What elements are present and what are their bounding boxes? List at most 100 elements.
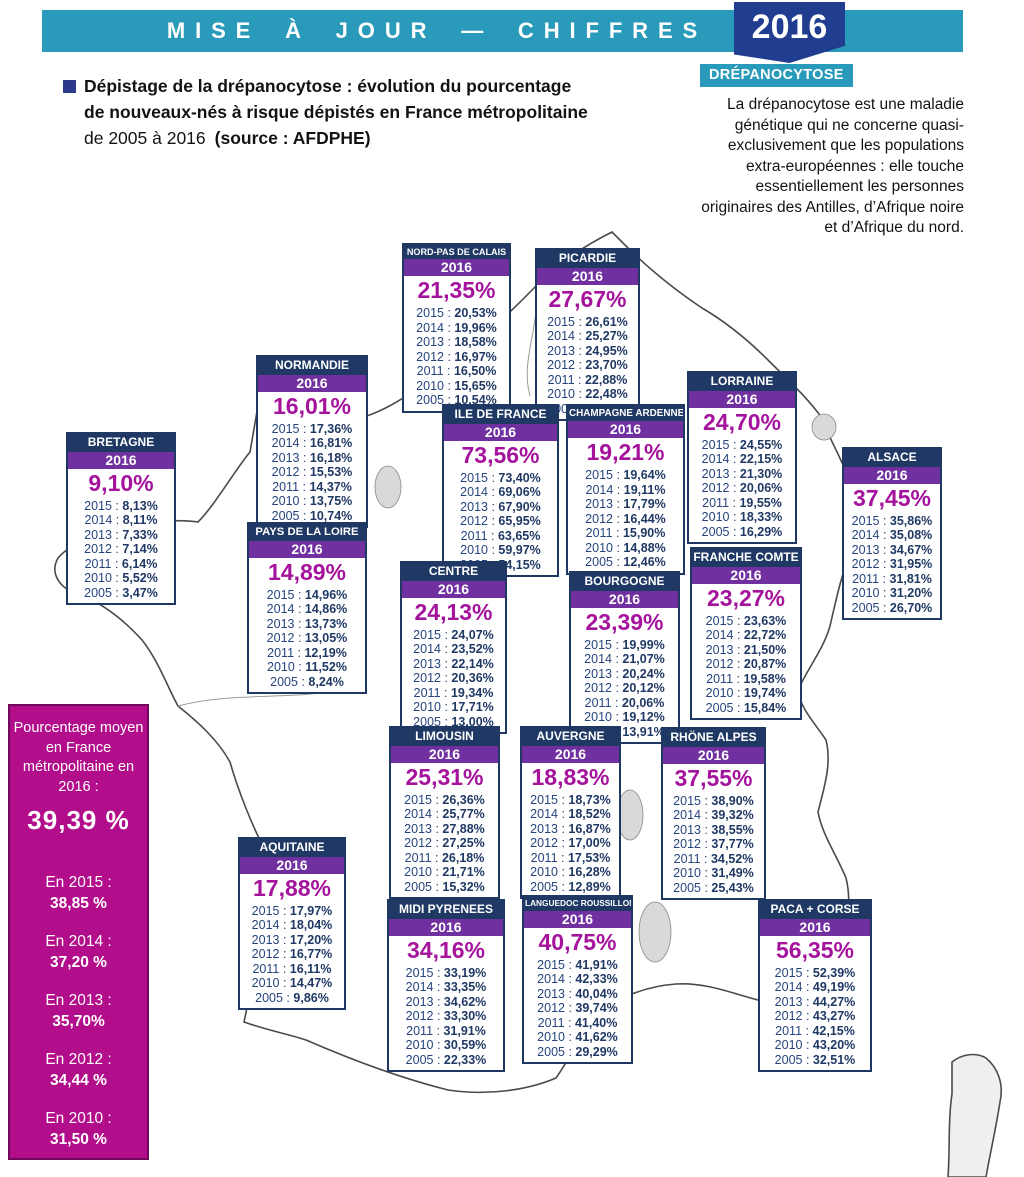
region-history-row: 2015 : 26,61% [547, 314, 628, 329]
region-current-value: 21,35% [417, 277, 496, 304]
region-history-row: 2011 : 12,19% [267, 645, 347, 660]
region-current-value: 37,45% [852, 484, 931, 511]
region-history-row: 2013 : 20,24% [584, 666, 665, 681]
region-history-row: 2005 : 3,47% [84, 585, 158, 600]
title-period: de 2005 à 2016 [84, 128, 206, 148]
region-name: AQUITAINE [240, 839, 344, 857]
average-history: En 2015 :38,85 % En 2014 :37,20 % En 2013 … [10, 872, 147, 1150]
region-current-value: 23,39% [585, 608, 664, 635]
region-history-row: 2013 : 34,67% [851, 542, 933, 557]
region-history-row: 2013 : 18,58% [416, 335, 497, 350]
region-history-row: 2013 : 22,14% [413, 656, 494, 671]
region-history-row: 2015 : 38,90% [673, 793, 754, 808]
region-history-row: 2010 : 14,88% [585, 540, 666, 555]
region-current-value: 25,31% [405, 763, 484, 790]
region-current-value: 27,67% [548, 285, 627, 312]
region-history-row: 2012 : 17,00% [530, 836, 611, 851]
region-history-row: 2012 : 23,70% [547, 358, 628, 373]
region-history-row: 2015 : 35,86% [851, 513, 933, 528]
region-year: 2016 [404, 259, 509, 277]
region-history-row: 2015 : 23,63% [705, 613, 787, 628]
region-history-row: 2012 : 16,77% [251, 947, 333, 962]
region-box-centre: CENTRE 2016 24,13% 2015 : 24,07% 2014 : 23,5… [400, 561, 507, 735]
region-history-row: 2012 : 43,27% [774, 1009, 856, 1024]
region-history-row: 2012 : 16,97% [416, 349, 497, 364]
region-history-row: 2015 : 24,07% [413, 627, 494, 642]
region-history-row: 2014 : 8,11% [84, 513, 158, 528]
title-line-1: Dépistage de la drépanocytose : évolutio… [84, 76, 572, 96]
region-year: 2016 [568, 421, 683, 439]
region-name: MIDI PYRENEES [389, 901, 503, 919]
region-history-row: 2010 : 13,75% [271, 494, 353, 509]
region-history-row: 2011 : 15,90% [585, 526, 666, 541]
average-heading: Pourcentage moyen en France métropolitai… [13, 720, 144, 795]
average-box: Pourcentage moyen en France métropolitai… [8, 704, 149, 1160]
region-history-row: 2010 : 16,28% [530, 865, 611, 880]
region-history-row: 2015 : 19,64% [585, 468, 666, 483]
region-history-row: 2005 : 16,29% [701, 524, 783, 539]
region-history-row: 2015 : 17,97% [251, 903, 333, 918]
region-history-row: 2013 : 67,90% [460, 499, 541, 514]
region-box-auvergne: AUVERGNE 2016 18,83% 2015 : 18,73% 2014 : 18… [520, 726, 621, 900]
region-box-picardie: PICARDIE 2016 27,67% 2015 : 26,61% 2014 : 25… [535, 248, 640, 422]
region-history-row: 2015 : 8,13% [84, 498, 158, 513]
region-history-row: 2014 : 18,52% [530, 807, 611, 822]
region-year: 2016 [663, 746, 764, 764]
region-history-row: 2013 : 38,55% [673, 822, 754, 837]
region-history-row: 2010 : 43,20% [774, 1038, 856, 1053]
region-history-row: 2005 : 15,32% [404, 879, 485, 894]
region-history-row: 2011 : 20,06% [584, 695, 665, 710]
region-history-row: 2014 : 25,27% [547, 329, 628, 344]
region-history-row: 2014 : 25,77% [404, 807, 485, 822]
region-name: FRANCHE COMTE [692, 549, 800, 567]
region-history-row: 2014 : 69,06% [460, 485, 541, 500]
region-history-row: 2012 : 31,95% [851, 557, 933, 572]
region-history-row: 2015 : 24,55% [701, 437, 783, 452]
region-history-row: 2011 : 19,58% [706, 671, 786, 686]
region-history-row: 2015 : 14,96% [266, 587, 348, 602]
page-title: Dépistage de la drépanocytose : évolutio… [63, 73, 663, 151]
region-history-row: 2010 : 31,49% [673, 866, 754, 881]
region-history-row: 2011 : 31,91% [406, 1023, 486, 1038]
region-history-row: 2014 : 19,11% [585, 482, 666, 497]
region-name: ALSACE [844, 449, 940, 467]
region-name: LORRAINE [689, 373, 795, 391]
region-box-lorraine: LORRAINE 2016 24,70% 2015 : 24,55% 2014 : 22… [687, 371, 797, 545]
region-box-normandie: NORMANDIE 2016 16,01% 2015 : 17,36% 2014 : 1… [256, 355, 368, 529]
region-current-value: 73,56% [461, 441, 540, 468]
region-history-row: 2012 : 37,77% [673, 837, 754, 852]
region-history-row: 2010 : 59,97% [460, 543, 541, 558]
region-name: BOURGOGNE [571, 573, 678, 591]
region-year: 2016 [444, 423, 557, 441]
region-history-row: 2013 : 44,27% [774, 994, 856, 1009]
region-history-row: 2014 : 33,35% [405, 980, 487, 995]
region-current-value: 18,83% [531, 763, 610, 790]
title-line-2: de nouveaux-nés à risque dépistés en Fra… [84, 102, 588, 122]
region-history-row: 2013 : 21,30% [701, 466, 783, 481]
region-history-row: 2010 : 21,71% [404, 865, 485, 880]
region-history-row: 2014 : 49,19% [774, 980, 856, 995]
region-history-row: 2005 : 26,70% [851, 600, 933, 615]
region-history-row: 2011 : 6,14% [84, 556, 158, 571]
region-name: LIMOUSIN [391, 728, 498, 746]
region-name: LANGUEDOC ROUSSILLON [524, 897, 631, 911]
region-history-row: 2014 : 35,08% [851, 528, 933, 543]
region-year: 2016 [240, 856, 344, 874]
region-history-row: 2012 : 13,05% [266, 631, 348, 646]
region-current-value: 37,55% [674, 764, 753, 791]
region-current-value: 17,88% [252, 874, 331, 901]
region-history-row: 2014 : 22,72% [705, 628, 787, 643]
region-name: CHAMPAGNE ARDENNES [568, 406, 683, 422]
region-history-row: 2005 : 15,84% [705, 700, 787, 715]
region-history-row: 2005 : 9,86% [255, 990, 329, 1005]
region-year: 2016 [258, 374, 366, 392]
region-name: PACA + CORSE [760, 901, 870, 919]
region-history-row: 2014 : 21,07% [584, 652, 665, 667]
region-history-row: 2005 : 12,89% [530, 879, 611, 894]
region-year: 2016 [522, 745, 619, 763]
region-box-ile-de-france: ILE DE FRANCE 2016 73,56% 2015 : 73,40% 2014… [442, 404, 559, 578]
region-history-row: 2011 : 34,52% [673, 851, 754, 866]
region-current-value: 9,10% [88, 469, 154, 496]
region-history-row: 2011 : 63,65% [460, 528, 541, 543]
